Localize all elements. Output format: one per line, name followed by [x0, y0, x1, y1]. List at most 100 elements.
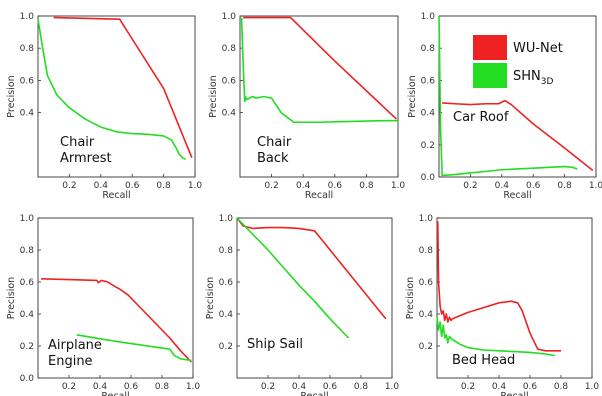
y-axis-label: Precision [208, 75, 219, 117]
legend-entry: WU-Net [473, 35, 563, 60]
x-tick-label: 0.6 [323, 382, 338, 392]
y-axis-label: Precision [407, 75, 418, 117]
y-tick-label: 0.2 [419, 342, 433, 352]
x-tick-label: 0.4 [495, 181, 510, 191]
x-tick-label: 0.6 [124, 382, 139, 392]
chart-panel-5: 0.2 0.4 0.6 0.8 1.0 0.2 0.4 0.6 0.8 1.0 Recall Prec… [205, 214, 399, 396]
y-tick-label: 1.0 [222, 12, 237, 22]
plot-frame [37, 15, 196, 178]
y-tick-label: 0.8 [20, 44, 35, 54]
series-line-wu-net [243, 16, 397, 120]
x-tick-label: 0.4 [296, 181, 311, 191]
x-tick-label: 0.8 [554, 382, 569, 392]
y-tick-label: 1.0 [421, 12, 436, 22]
y-tick-label: 0.2 [20, 342, 34, 352]
series-line-wu-net [53, 16, 193, 158]
x-tick-label: 0.2 [261, 382, 275, 392]
x-axis-label: Recall [500, 391, 528, 396]
y-tick-label: 0.8 [222, 44, 237, 54]
y-axis-label: Precision [6, 75, 17, 117]
chart-panel-1: 0.4 0.6 0.8 1.0 0.2 0.4 0.6 0.8 1.0 Recall Precisi… [6, 12, 202, 201]
series-line-wu-net [41, 278, 193, 363]
y-tick-label: 1.0 [20, 12, 35, 22]
x-tick-label: 0.2 [461, 382, 475, 392]
panel-title: Chair Back [257, 135, 292, 166]
x-tick-label: 0.8 [155, 382, 170, 392]
y-tick-label: 1.0 [219, 214, 234, 224]
x-axis-label: Recall [102, 190, 130, 201]
chart-panel-6: 0.2 0.4 0.6 0.8 1.0 0.2 0.4 0.6 0.8 1.0 Recall Prec… [405, 214, 599, 396]
y-tick-label: 0.4 [219, 310, 234, 320]
chart-panels: 0.4 0.6 0.8 1.0 0.2 0.4 0.6 0.8 1.0 Recall Precisi… [6, 12, 602, 396]
legend-swatch [473, 63, 507, 88]
x-tick-label: 1.0 [585, 382, 600, 392]
y-tick-label: 0.0 [20, 374, 35, 384]
plot-frame [436, 217, 593, 379]
y-tick-label: 1.0 [419, 214, 434, 224]
y-tick-label: 0.2 [219, 342, 233, 352]
series-line-shn3d [76, 334, 192, 362]
y-tick-label: 0.0 [421, 173, 436, 183]
chart-panel-4: 0.0 0.2 0.4 0.6 0.8 1.0 0.2 0.4 0.6 0.8 1.0 Recall P… [6, 214, 200, 396]
plot-frame [239, 15, 399, 178]
y-tick-label: 0.6 [219, 278, 234, 288]
x-tick-label: 0.6 [328, 181, 343, 191]
x-tick-label: 0.4 [93, 382, 108, 392]
panel-title: Ship Sail [247, 337, 303, 352]
y-tick-label: 0.4 [20, 109, 35, 119]
panel-title: Car Roof [453, 110, 509, 125]
y-tick-label: 0.6 [222, 76, 237, 86]
y-tick-label: 0.6 [421, 76, 436, 86]
x-tick-label: 0.2 [463, 181, 477, 191]
y-axis-label: Precision [405, 277, 416, 319]
x-tick-label: 0.2 [264, 181, 278, 191]
chart-panel-2: 0.4 0.6 0.8 1.0 0.2 0.4 0.6 0.8 1.0 Recall Precisi… [208, 12, 405, 201]
x-tick-label: 0.4 [492, 382, 507, 392]
y-tick-label: 0.2 [421, 141, 435, 151]
y-tick-label: 1.0 [20, 214, 35, 224]
y-tick-label: 0.8 [219, 246, 234, 256]
x-tick-label: 0.8 [359, 181, 374, 191]
x-axis-label: Recall [503, 190, 531, 201]
series-line-shn3d [438, 15, 578, 177]
plot-frame [236, 217, 393, 379]
x-tick-label: 1.0 [589, 181, 602, 191]
y-tick-label: 0.8 [20, 246, 35, 256]
series-line-shn3d [240, 17, 398, 124]
panel-title: Airplane Engine [48, 338, 102, 369]
x-tick-label: 0.2 [62, 181, 76, 191]
legend: WU-Net SHN3D [473, 35, 563, 88]
y-tick-label: 0.4 [222, 109, 237, 119]
plot-frame [37, 217, 194, 379]
x-tick-label: 1.0 [186, 382, 201, 392]
legend-label: SHN3D [513, 69, 553, 87]
x-tick-label: 0.8 [557, 181, 572, 191]
legend-label: WU-Net [513, 41, 563, 56]
y-axis-label: Precision [6, 277, 17, 319]
x-tick-label: 1.0 [188, 181, 203, 191]
x-tick-label: 0.4 [292, 382, 307, 392]
y-tick-label: 0.6 [20, 76, 35, 86]
series-line-wu-net [436, 221, 561, 352]
y-tick-label: 0.8 [419, 246, 434, 256]
x-tick-label: 0.8 [156, 181, 171, 191]
x-tick-label: 1.0 [385, 382, 400, 392]
series-line-wu-net [442, 99, 594, 172]
x-tick-label: 0.6 [125, 181, 140, 191]
series-line-shn3d [37, 19, 186, 161]
legend-swatch [473, 35, 507, 60]
y-tick-label: 0.6 [20, 278, 35, 288]
legend-entry: SHN3D [473, 63, 553, 88]
series-line-shn3d [436, 317, 555, 357]
x-tick-label: 0.6 [526, 181, 541, 191]
x-tick-label: 0.6 [523, 382, 538, 392]
panel-title: Chair Armrest [60, 135, 112, 166]
series-line-wu-net [236, 217, 387, 320]
plot-frame [438, 15, 597, 178]
y-axis-label: Precision [205, 277, 216, 319]
panel-title: Bed Head [452, 353, 515, 368]
x-axis-label: Recall [305, 190, 333, 201]
x-tick-label: 0.4 [94, 181, 109, 191]
y-tick-label: 0.4 [421, 109, 436, 119]
